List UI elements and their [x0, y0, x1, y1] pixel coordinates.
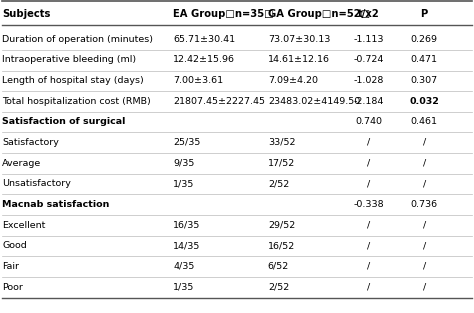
Text: 1/35: 1/35 — [173, 179, 194, 188]
Text: /: / — [423, 159, 426, 167]
Text: 25/35: 25/35 — [173, 138, 201, 147]
Text: Poor: Poor — [2, 283, 23, 291]
Text: 2/52: 2/52 — [268, 283, 289, 291]
Text: Excellent: Excellent — [2, 221, 46, 229]
Text: /: / — [367, 262, 370, 271]
Text: 7.09±4.20: 7.09±4.20 — [268, 76, 318, 85]
Text: 23483.02±4149.50: 23483.02±4149.50 — [268, 97, 360, 105]
Text: 16/52: 16/52 — [268, 241, 295, 250]
Text: /: / — [423, 241, 426, 250]
Text: Unsatisfactory: Unsatisfactory — [2, 179, 71, 188]
Text: -0.338: -0.338 — [354, 200, 384, 209]
Text: Satisfactory: Satisfactory — [2, 138, 59, 147]
Text: /: / — [367, 241, 370, 250]
Text: Duration of operation (minutes): Duration of operation (minutes) — [2, 35, 154, 44]
Text: 4/35: 4/35 — [173, 262, 194, 271]
Text: -2.184: -2.184 — [354, 97, 384, 105]
Text: /: / — [367, 138, 370, 147]
Text: 6/52: 6/52 — [268, 262, 289, 271]
Text: 12.42±15.96: 12.42±15.96 — [173, 55, 235, 64]
Text: Average: Average — [2, 159, 42, 167]
Text: Satisfaction of surgical: Satisfaction of surgical — [2, 117, 126, 126]
Text: 65.71±30.41: 65.71±30.41 — [173, 35, 235, 44]
Text: 0.471: 0.471 — [411, 55, 438, 64]
Text: 7.00±3.61: 7.00±3.61 — [173, 76, 223, 85]
Text: 0.461: 0.461 — [411, 117, 438, 126]
Text: /: / — [423, 221, 426, 229]
Text: 0.269: 0.269 — [411, 35, 438, 44]
Text: /: / — [367, 179, 370, 188]
Text: /: / — [423, 283, 426, 291]
Text: -1.113: -1.113 — [354, 35, 384, 44]
Text: /: / — [423, 262, 426, 271]
Text: 21807.45±2227.45: 21807.45±2227.45 — [173, 97, 265, 105]
Text: /: / — [423, 179, 426, 188]
Text: Length of hospital stay (days): Length of hospital stay (days) — [2, 76, 144, 85]
Text: P: P — [420, 9, 428, 19]
Text: Subjects: Subjects — [2, 9, 51, 19]
Text: 0.740: 0.740 — [356, 117, 382, 126]
Text: 1/35: 1/35 — [173, 283, 194, 291]
Text: -0.724: -0.724 — [354, 55, 384, 64]
Text: 14.61±12.16: 14.61±12.16 — [268, 55, 330, 64]
Text: /: / — [367, 159, 370, 167]
Text: 17/52: 17/52 — [268, 159, 295, 167]
Text: 9/35: 9/35 — [173, 159, 194, 167]
Text: 2/52: 2/52 — [268, 179, 289, 188]
Text: EA Group□n=35□: EA Group□n=35□ — [173, 9, 273, 19]
Text: 16/35: 16/35 — [173, 221, 201, 229]
Text: Fair: Fair — [2, 262, 19, 271]
Text: 33/52: 33/52 — [268, 138, 295, 147]
Text: -1.028: -1.028 — [354, 76, 384, 85]
Text: t/x2: t/x2 — [358, 9, 380, 19]
Text: GA Group□n=52□: GA Group□n=52□ — [268, 9, 370, 19]
Text: /: / — [367, 283, 370, 291]
Text: 73.07±30.13: 73.07±30.13 — [268, 35, 330, 44]
Text: 29/52: 29/52 — [268, 221, 295, 229]
Text: 0.736: 0.736 — [410, 200, 438, 209]
Text: Total hospitalization cost (RMB): Total hospitalization cost (RMB) — [2, 97, 151, 105]
Text: Good: Good — [2, 241, 27, 250]
Text: Macnab satisfaction: Macnab satisfaction — [2, 200, 110, 209]
Text: 14/35: 14/35 — [173, 241, 201, 250]
Text: 0.307: 0.307 — [410, 76, 438, 85]
Text: Intraoperative bleeding (ml): Intraoperative bleeding (ml) — [2, 55, 137, 64]
Text: /: / — [367, 221, 370, 229]
Text: /: / — [423, 138, 426, 147]
Text: 0.032: 0.032 — [409, 97, 439, 105]
